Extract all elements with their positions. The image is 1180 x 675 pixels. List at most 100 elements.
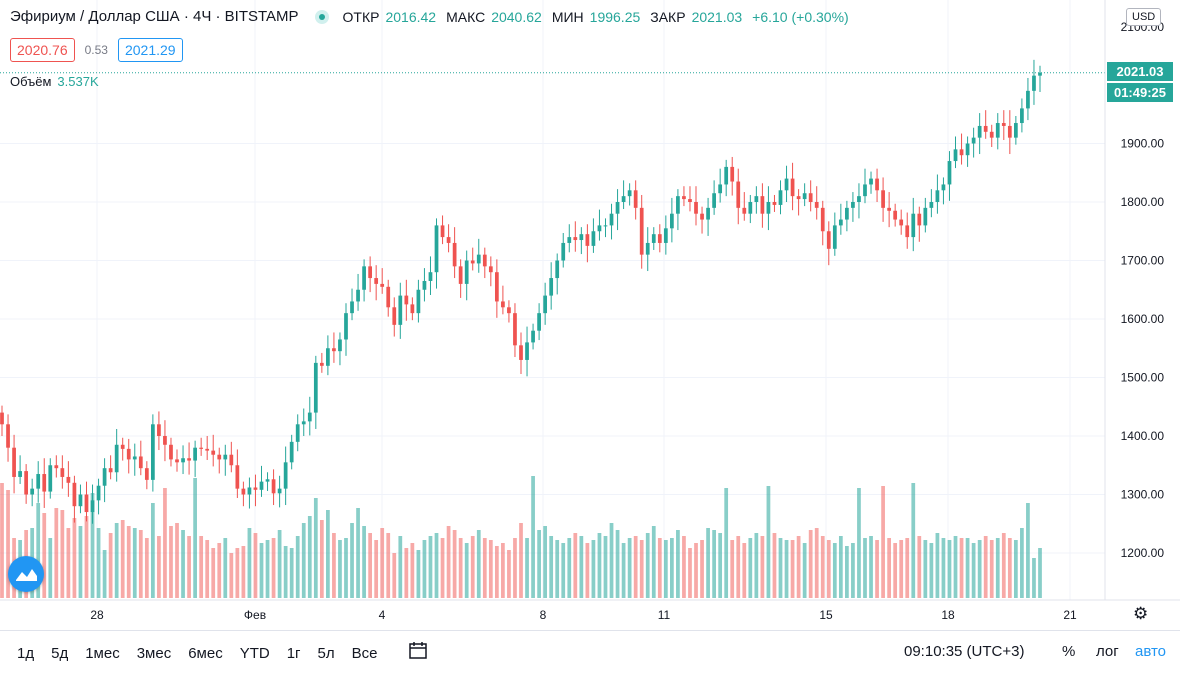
volume-bar (875, 540, 879, 598)
volume-bar (760, 536, 765, 598)
range-1y-button[interactable]: 1г (286, 644, 301, 662)
candle-body (90, 500, 95, 513)
change-value: +6.10 (+0.30%) (752, 8, 849, 25)
volume-bar (748, 538, 753, 598)
candle-body (48, 465, 53, 492)
candle-body (965, 143, 970, 156)
volume-bar (374, 540, 379, 598)
volume-bar (410, 543, 415, 598)
volume-bar (947, 540, 952, 598)
volume-bar (778, 538, 783, 598)
candle-body (621, 196, 626, 202)
candle-body (796, 196, 801, 200)
volume-bar (205, 540, 210, 598)
candle-body (537, 313, 541, 331)
candle-body (977, 125, 982, 138)
volume-bar (1038, 548, 1042, 598)
volume-bar (531, 476, 535, 598)
volume-bar (6, 490, 10, 598)
volume-bar (573, 533, 578, 598)
log-scale-button[interactable]: лог (1096, 643, 1119, 660)
auto-scale-button[interactable]: авто (1135, 643, 1167, 660)
candle-body (766, 202, 771, 214)
high-label: МАКС (446, 8, 486, 25)
volume-bar (712, 530, 716, 598)
volume-legend[interactable]: Объём 3.537K (10, 74, 99, 89)
volume-bar (808, 530, 813, 598)
volume-bar (621, 543, 626, 598)
volume-bar (114, 523, 119, 598)
volume-bar (169, 526, 173, 598)
volume-bar (688, 548, 692, 598)
range-5d-button[interactable]: 5д (51, 644, 69, 662)
price-chart[interactable]: 1200.00 1300.00 1400.00 1500.00 1600.00 1700.… (0, 0, 1180, 630)
percent-scale-button[interactable]: % (1062, 643, 1076, 660)
bottom-toolbar: 1д 5д 1мес 3мес 6мес YTD 1г 5л Все 09:10… (0, 630, 1180, 675)
currency-button[interactable]: USD (1126, 8, 1162, 26)
range-all-button[interactable]: Все (351, 644, 378, 662)
candle-body (66, 476, 71, 483)
volume-bar (416, 550, 421, 598)
range-1d-button[interactable]: 1д (17, 644, 35, 662)
candle-body (513, 313, 517, 346)
volume-bar (350, 523, 354, 598)
volume-bar (736, 536, 741, 598)
candle-body (718, 184, 723, 194)
candle-body (1038, 72, 1042, 76)
candle-body (995, 123, 1000, 138)
volume-bar (241, 546, 246, 598)
candle-body (386, 286, 391, 308)
candle-body (543, 295, 548, 314)
volume-bar (724, 488, 729, 598)
candle-body (84, 494, 89, 513)
candle-body (301, 421, 306, 425)
volume-bar (820, 536, 825, 598)
volume-bar (259, 543, 264, 598)
candle-body (519, 345, 523, 360)
bid-price-button[interactable]: 2020.76 (10, 38, 75, 62)
volume-bar (319, 520, 324, 598)
candle-body (24, 471, 29, 495)
candle-body (971, 137, 976, 144)
candle-body (241, 488, 246, 495)
settings-gear-icon[interactable]: ⚙ (1133, 604, 1149, 623)
range-6m-button[interactable]: 6мес (188, 644, 223, 662)
price-tick-label: 1300.00 (1121, 488, 1165, 502)
volume-bar (772, 533, 777, 598)
range-3m-button[interactable]: 3мес (136, 644, 172, 662)
candle-body (235, 465, 240, 489)
open-value: 2016.42 (385, 8, 437, 25)
volume-bar (440, 538, 445, 598)
volume-bar (567, 538, 572, 598)
range-ytd-button[interactable]: YTD (239, 644, 270, 662)
volume-bar (814, 528, 819, 598)
calendar-range-icon[interactable] (408, 640, 428, 664)
candle-body (6, 424, 10, 448)
candle-body (802, 193, 807, 200)
tradingview-logo-icon[interactable] (8, 556, 44, 592)
clock-time[interactable]: 09:10:35 (UTC+3) (904, 643, 1025, 660)
candle-body (223, 454, 228, 460)
volume-bar (428, 536, 433, 598)
range-5y-button[interactable]: 5л (317, 644, 335, 662)
volume-bar (513, 538, 517, 598)
candle-body (494, 272, 499, 302)
volume-bar (470, 536, 475, 598)
candle-body (808, 193, 813, 202)
price-tick-label: 1700.00 (1121, 254, 1165, 268)
candle-body (730, 166, 735, 182)
volume-bar (434, 533, 439, 598)
volume-bar (289, 548, 294, 598)
range-1m-button[interactable]: 1мес (85, 644, 120, 662)
candle-body (838, 219, 843, 226)
candle-body (157, 424, 161, 436)
ask-price-button[interactable]: 2021.29 (117, 38, 183, 62)
volume-bar (283, 546, 288, 598)
candle-body (374, 278, 379, 284)
volume-bar (670, 538, 674, 598)
volume-label: Объём (10, 74, 52, 89)
symbol-title[interactable]: Эфириум / Доллар США · 4Ч · BITSTAMP (10, 8, 299, 25)
candle-body (905, 225, 910, 238)
volume-bar (247, 528, 252, 598)
candle-body (531, 330, 535, 343)
